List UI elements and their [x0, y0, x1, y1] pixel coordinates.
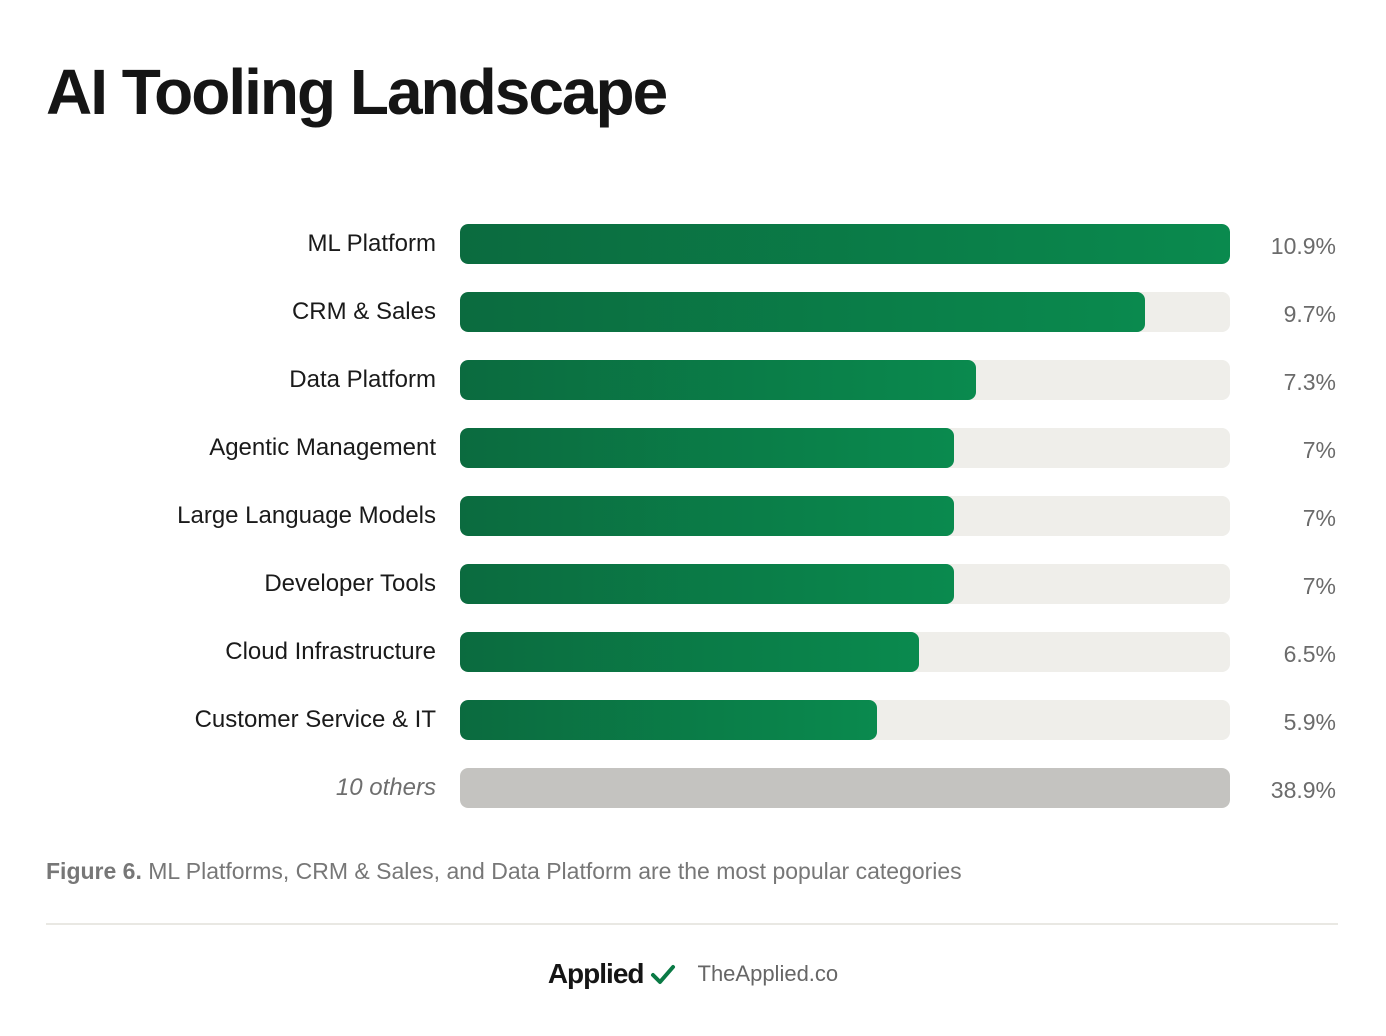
bar — [460, 292, 1145, 332]
bar — [460, 564, 954, 604]
bar-track — [460, 224, 1230, 264]
bar-category-label: Large Language Models — [177, 502, 436, 529]
bar-row: ML Platform 10.9% — [0, 224, 1386, 264]
bar — [460, 360, 976, 400]
bar-value-label: 7.3% — [1283, 369, 1336, 395]
bar-value-label: 7% — [1302, 437, 1336, 463]
bar-row: CRM & Sales 9.7% — [0, 292, 1386, 332]
bar-category-label: 10 others — [335, 774, 436, 801]
bar-value-label: 38.9% — [1270, 777, 1336, 803]
bar-category-label: Customer Service & IT — [194, 706, 436, 733]
bar-row: 10 others 38.9% — [0, 768, 1386, 808]
figure-number: Figure 6. — [46, 858, 142, 884]
bar — [460, 428, 954, 468]
footer: Applied TheApplied.co — [0, 952, 1386, 996]
bar-track — [460, 360, 1230, 400]
bar-category-label: Agentic Management — [209, 434, 436, 461]
bar — [460, 632, 919, 672]
bar-track — [460, 768, 1230, 808]
bar — [460, 496, 954, 536]
bar — [460, 700, 877, 740]
bar-value-label: 6.5% — [1283, 641, 1336, 667]
bar — [460, 224, 1230, 264]
bar-track — [460, 496, 1230, 536]
check-icon — [650, 965, 675, 984]
page-title: AI Tooling Landscape — [46, 56, 668, 128]
bar-category-label: ML Platform — [307, 230, 436, 257]
site-link[interactable]: TheApplied.co — [697, 961, 839, 986]
footer-divider — [46, 923, 1338, 925]
bar-track — [460, 564, 1230, 604]
bar-category-label: Developer Tools — [264, 570, 436, 597]
figure-caption-text: ML Platforms, CRM & Sales, and Data Plat… — [148, 858, 962, 884]
bar-category-label: CRM & Sales — [291, 298, 436, 325]
bar-track — [460, 632, 1230, 672]
brand-logo-text: Applied — [547, 958, 645, 989]
bar-value-label: 7% — [1302, 505, 1336, 531]
bar-row: Data Platform 7.3% — [0, 360, 1386, 400]
bar-row: Agentic Management 7% — [0, 428, 1386, 468]
bar-others — [460, 768, 1230, 808]
bar-row: Customer Service & IT 5.9% — [0, 700, 1386, 740]
bar-value-label: 9.7% — [1283, 301, 1336, 327]
bar-row: Cloud Infrastructure 6.5% — [0, 632, 1386, 672]
bar-value-label: 5.9% — [1283, 709, 1336, 735]
figure-caption: Figure 6. ML Platforms, CRM & Sales, and… — [46, 858, 962, 885]
bar-value-label: 7% — [1302, 573, 1336, 599]
bar-row: Developer Tools 7% — [0, 564, 1386, 604]
bar-row: Large Language Models 7% — [0, 496, 1386, 536]
bar-track — [460, 700, 1230, 740]
bar-track — [460, 292, 1230, 332]
bar-category-label: Cloud Infrastructure — [225, 638, 436, 665]
bar-value-label: 10.9% — [1270, 233, 1336, 259]
bar-category-label: Data Platform — [289, 366, 436, 393]
bar-track — [460, 428, 1230, 468]
